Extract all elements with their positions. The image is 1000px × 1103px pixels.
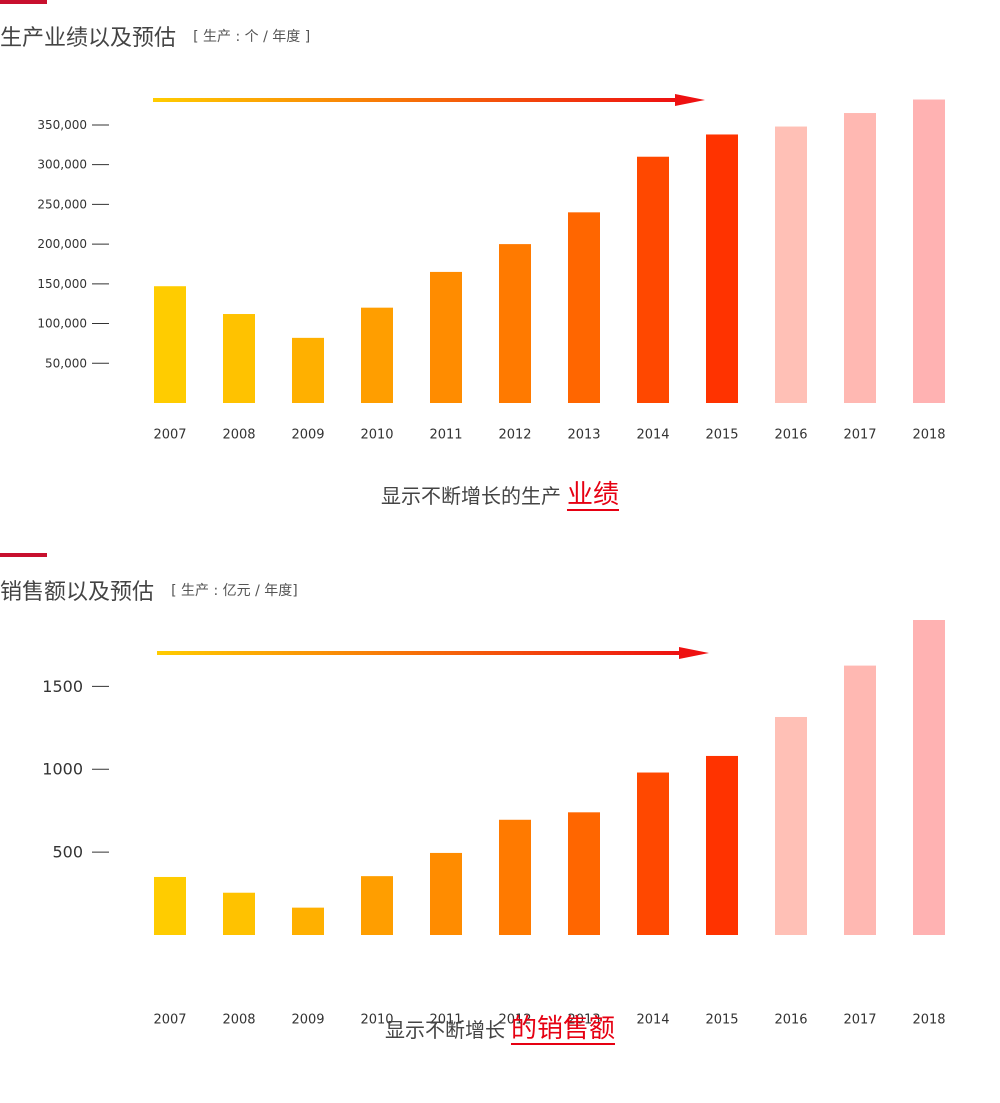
sales-chart: 500 1000 1500 2007 2008 2009 2010 2011 2012 2013 2… — [42, 620, 946, 1028]
bar-2011 — [430, 852, 462, 935]
forecast-bar-2017 — [844, 665, 876, 935]
bar-2008 — [223, 314, 255, 403]
forecast-bar-2017 — [844, 113, 876, 404]
bar-2013 — [568, 212, 600, 403]
x-tick-label: 2017 — [843, 428, 876, 441]
x-tick-label: 2013 — [567, 1013, 600, 1028]
x-tick-label: 2007 — [153, 428, 186, 441]
x-tick-label: 2010 — [360, 1013, 393, 1028]
bar-2008 — [223, 892, 255, 935]
bar-2013 — [568, 812, 600, 935]
forecast-bar-2016 — [775, 126, 807, 404]
x-tick-label: 2015 — [705, 1013, 738, 1028]
production-chart: 50,000 100,000 150,000 200,000 250,000 300,00… — [37, 94, 946, 441]
x-tick-label: 2018 — [912, 1013, 945, 1028]
sales-caption: 显示不断增长 的销售额 — [0, 1008, 1000, 1045]
x-tick-label: 2011 — [429, 428, 462, 441]
bar-2014 — [637, 156, 669, 403]
y-tick-label: 50,000 — [45, 356, 87, 370]
x-tick-label: 2008 — [222, 1013, 255, 1028]
x-tick-label: 2012 — [498, 1013, 531, 1028]
bar-2012 — [499, 819, 531, 935]
bar-2010 — [361, 876, 393, 935]
x-tick-label: 2008 — [222, 428, 255, 441]
forecast-bar-2016 — [775, 716, 807, 935]
trend-arrow-shaft — [157, 651, 679, 655]
x-tick-label: 2017 — [843, 1013, 876, 1028]
bar-2009 — [292, 907, 324, 935]
x-tick-label: 2009 — [291, 428, 324, 441]
forecast-bar-2018 — [913, 620, 945, 935]
production-caption: 显示不断增长的生产 业绩 — [0, 474, 1000, 511]
y-tick-label: 150,000 — [37, 277, 87, 291]
bar-2015 — [706, 134, 738, 403]
y-tick-label: 350,000 — [37, 118, 87, 132]
sales-title: 销售额以及预估 — [0, 580, 155, 605]
x-tick-label: 2013 — [567, 428, 600, 441]
production-unit: [ 生产 : 个 / 年度 ] — [193, 29, 311, 45]
trend-arrow-head — [679, 647, 709, 659]
bar-2014 — [637, 772, 669, 935]
y-tick-label: 500 — [52, 843, 83, 862]
production-accent-bar — [0, 0, 47, 4]
y-tick-label: 300,000 — [37, 158, 87, 172]
bar-2009 — [292, 337, 324, 403]
x-tick-label: 2007 — [153, 1013, 186, 1028]
production-caption-lead: 显示不断增长的生产 — [380, 484, 561, 508]
y-tick-label: 1500 — [42, 677, 83, 696]
sales-heading: 销售额以及预估 [ 生产 : 亿元 / 年度] — [0, 574, 298, 606]
x-tick-label: 2009 — [291, 1013, 324, 1028]
sales-section: 销售额以及预估 [ 生产 : 亿元 / 年度] 500 1000 1500 2007 2… — [0, 550, 1000, 1070]
production-section: 生产业绩以及预估 [ 生产 : 个 / 年度 ] 50,000 100,000 15… — [0, 0, 1000, 540]
sales-caption-highlight: 的销售额 — [510, 1014, 615, 1044]
y-tick-label: 100,000 — [37, 317, 87, 331]
x-tick-label: 2016 — [774, 1013, 807, 1028]
trend-arrow-head — [675, 94, 705, 106]
production-caption-highlight: 业绩 — [566, 480, 619, 510]
sales-unit: [ 生产 : 亿元 / 年度] — [171, 583, 298, 599]
x-tick-label: 2014 — [636, 428, 669, 441]
trend-arrow-shaft — [153, 98, 675, 102]
bar-2015 — [706, 755, 738, 935]
production-heading: 生产业绩以及预估 [ 生产 : 个 / 年度 ] — [0, 20, 310, 52]
x-tick-label: 2016 — [774, 428, 807, 441]
x-tick-label: 2014 — [636, 1013, 669, 1028]
x-tick-label: 2015 — [705, 428, 738, 441]
bar-2007 — [154, 286, 186, 403]
sales-accent-bar — [0, 553, 47, 557]
forecast-bar-2018 — [913, 99, 945, 404]
bar-2012 — [499, 244, 531, 403]
x-tick-label: 2011 — [429, 1013, 462, 1028]
y-tick-label: 200,000 — [37, 237, 87, 251]
bar-2010 — [361, 307, 393, 403]
bar-2011 — [430, 271, 462, 403]
y-tick-label: 250,000 — [37, 197, 87, 211]
production-title: 生产业绩以及预估 — [0, 26, 177, 51]
y-tick-label: 1000 — [42, 760, 83, 779]
x-tick-label: 2010 — [360, 428, 393, 441]
sales-caption-lead: 显示不断增长 — [384, 1018, 505, 1042]
x-tick-label: 2018 — [912, 428, 945, 441]
bar-2007 — [154, 876, 186, 935]
x-tick-label: 2012 — [498, 428, 531, 441]
